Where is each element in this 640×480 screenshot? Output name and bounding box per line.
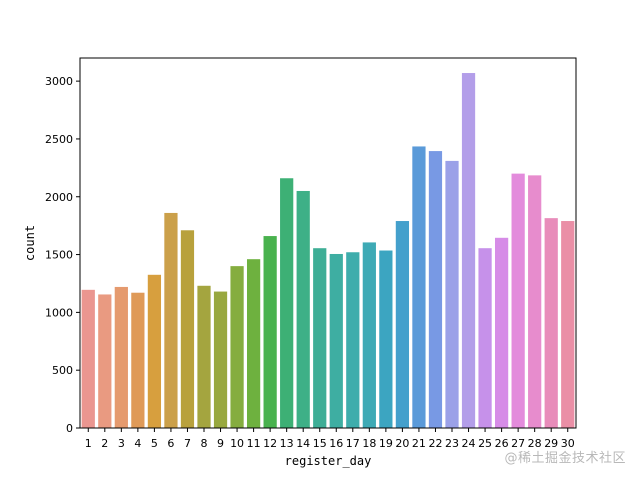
x-tick-label: 11 [247, 437, 261, 450]
x-tick-label: 3 [118, 437, 125, 450]
bar-day-1 [81, 289, 95, 428]
bar-day-28 [528, 175, 542, 428]
x-tick-label: 8 [201, 437, 208, 450]
x-tick-label: 27 [511, 437, 525, 450]
bar-day-15 [313, 248, 327, 428]
x-tick-label: 18 [362, 437, 376, 450]
x-tick-label: 23 [445, 437, 459, 450]
bar-day-6 [164, 212, 178, 428]
x-tick-label: 20 [395, 437, 409, 450]
x-tick-label: 26 [495, 437, 509, 450]
x-tick-label: 17 [346, 437, 360, 450]
bar-day-17 [346, 252, 360, 428]
bar-day-23 [445, 160, 459, 428]
bar-day-11 [246, 259, 261, 428]
x-tick-label: 15 [313, 437, 327, 450]
y-tick-label: 3000 [45, 75, 73, 88]
x-tick-label: 7 [184, 437, 191, 450]
x-tick-label: 13 [280, 437, 294, 450]
y-ticks: 0 500 1000 1500 2000 2500 3000 [45, 75, 80, 435]
x-tick-label: 22 [428, 437, 442, 450]
x-tick-label: 2 [101, 437, 108, 450]
x-tick-label: 4 [134, 437, 141, 450]
bars-group [81, 73, 575, 429]
bar-day-12 [263, 236, 277, 428]
x-tick-label: 28 [528, 437, 542, 450]
bar-day-20 [395, 221, 410, 428]
bar-day-18 [362, 242, 376, 428]
x-tick-label: 10 [230, 437, 244, 450]
x-tick-label: 5 [151, 437, 158, 450]
bar-day-21 [412, 146, 426, 428]
bar-day-8 [197, 285, 211, 428]
bar-day-30 [561, 221, 575, 428]
bar-day-24 [461, 73, 476, 428]
y-tick-label: 1000 [45, 306, 73, 319]
x-tick-label: 9 [217, 437, 224, 450]
x-ticks: 1 2 3 4 5 6 7 8 9 10 11 12 13 14 15 16 17 18 19 20 21 22 23 24 2… [85, 428, 575, 450]
x-tick-label: 21 [412, 437, 426, 450]
bar-day-19 [379, 250, 393, 428]
bar-day-5 [147, 274, 162, 428]
x-axis-label: register_day [285, 454, 372, 468]
bar-day-3 [114, 286, 128, 428]
bar-day-14 [296, 190, 310, 428]
y-tick-label: 0 [66, 422, 73, 435]
bar-day-25 [478, 248, 492, 428]
bar-day-22 [428, 151, 443, 428]
bar-day-7 [180, 230, 195, 428]
bar-day-26 [494, 237, 509, 428]
bar-day-27 [511, 173, 525, 429]
bar-day-9 [213, 291, 228, 428]
x-tick-label: 24 [462, 437, 476, 450]
y-tick-label: 500 [52, 364, 73, 377]
bar-day-16 [329, 253, 343, 428]
y-tick-label: 2500 [45, 133, 73, 146]
x-tick-label: 6 [167, 437, 174, 450]
y-tick-label: 2000 [45, 191, 73, 204]
x-tick-label: 19 [379, 437, 393, 450]
x-tick-label: 12 [263, 437, 277, 450]
x-tick-label: 16 [329, 437, 343, 450]
x-tick-label: 30 [561, 437, 575, 450]
bar-day-2 [98, 294, 112, 428]
plot-frame [79, 57, 577, 429]
bar-day-4 [131, 292, 145, 428]
x-tick-label: 14 [296, 437, 310, 450]
y-axis-label: count [23, 225, 37, 261]
bar-day-13 [280, 178, 294, 428]
watermark-text: @稀土掘金技术社区 [504, 451, 626, 466]
x-tick-label: 1 [85, 437, 92, 450]
bar-day-29 [544, 218, 558, 428]
x-tick-label: 29 [544, 437, 558, 450]
x-tick-label: 25 [478, 437, 492, 450]
bar-day-10 [230, 266, 244, 429]
y-tick-label: 1500 [45, 249, 73, 262]
